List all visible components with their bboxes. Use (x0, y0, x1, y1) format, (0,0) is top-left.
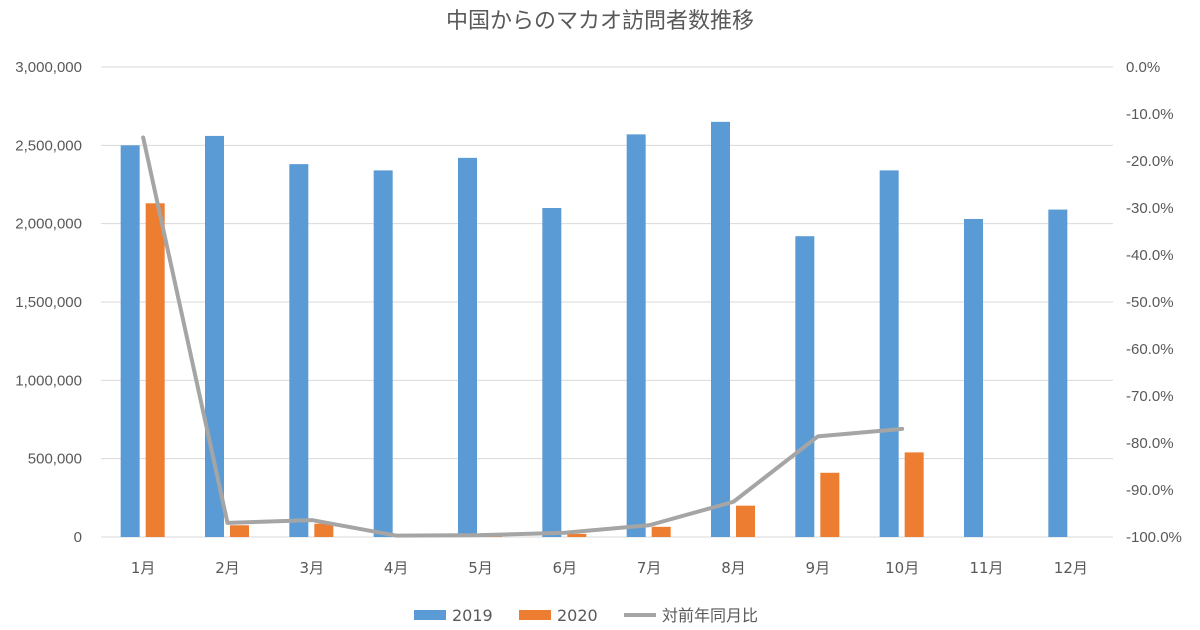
bar-2019-3月 (289, 164, 309, 537)
y-right-tick-label: -50.0% (1126, 294, 1174, 311)
bar-2019-12月 (1048, 209, 1068, 538)
x-tick-label: 9月 (806, 559, 831, 577)
bar-2020-10月 (904, 452, 924, 537)
x-tick-label: 4月 (384, 559, 409, 577)
ratio-line-layer (141, 135, 905, 538)
bar-2019-4月 (373, 170, 393, 537)
bar-2019-11月 (964, 218, 983, 537)
legend-label: 2020 (557, 606, 598, 625)
gridlines (101, 66, 1113, 538)
legend-swatch-2020 (519, 610, 551, 620)
y-right-tick-label: -20.0% (1126, 153, 1174, 170)
y-left-tick-label: 1,500,000 (15, 294, 82, 311)
x-tick-label: 2月 (215, 559, 240, 577)
bar-2019-1月 (120, 145, 140, 538)
bar-2019-6月 (542, 208, 562, 537)
bar-2020-6月 (567, 533, 587, 537)
chart-title: 中国からのマカオ訪問者数推移 (446, 9, 754, 34)
bar-2020-1月 (145, 203, 165, 538)
y-left-tick-label: 2,000,000 (15, 216, 82, 233)
bar-2019-9月 (795, 236, 815, 537)
bar-2020-2月 (230, 525, 249, 537)
bars (120, 121, 1068, 538)
legend-label: 2019 (452, 606, 493, 625)
x-tick-label: 11月 (969, 559, 1003, 577)
y-right-tick-label: -10.0% (1126, 106, 1174, 123)
y-right-tick-label: -40.0% (1126, 247, 1174, 264)
ratio-line (141, 135, 905, 538)
y-right-tick-label: -80.0% (1126, 435, 1174, 452)
x-tick-label: 7月 (637, 559, 662, 577)
x-tick-label: 5月 (468, 559, 493, 577)
left-axis: 0 500,000 1,000,000 1,500,000 2,000,000 2,500… (15, 59, 82, 546)
bar-2019-10月 (879, 170, 899, 537)
x-tick-label: 6月 (553, 559, 578, 577)
bar-2020-7月 (651, 526, 671, 537)
bar-2020-9月 (820, 472, 840, 537)
x-tick-label: 8月 (721, 559, 746, 577)
x-tick-label: 12月 (1054, 559, 1088, 577)
legend-swatch-2019 (414, 610, 446, 620)
y-left-tick-label: 1,000,000 (15, 372, 82, 389)
bar-2020-8月 (736, 505, 755, 537)
y-left-tick-label: 3,000,000 (15, 59, 82, 76)
x-tick-label: 3月 (300, 559, 325, 577)
category-axis: 1月 2月 3月 4月 5月 6月 7月 8月 9月 10月 11月 12月 (131, 559, 1088, 577)
x-tick-label: 1月 (131, 559, 156, 577)
bar-2019-7月 (626, 134, 646, 537)
y-right-tick-label: -100.0% (1126, 529, 1182, 546)
bar-2020-3月 (314, 523, 334, 537)
y-right-tick-label: -90.0% (1126, 482, 1174, 499)
y-right-tick-label: 0.0% (1126, 59, 1160, 76)
y-right-tick-label: -30.0% (1126, 200, 1174, 217)
y-left-tick-label: 500,000 (28, 451, 82, 468)
x-tick-label: 10月 (885, 559, 919, 577)
bar-2019-5月 (458, 157, 477, 537)
y-right-tick-label: -70.0% (1126, 388, 1174, 405)
right-axis: -100.0% -90.0% -80.0% -70.0% -60.0% -50.0% -40… (1126, 59, 1182, 546)
y-left-tick-label: 2,500,000 (15, 137, 82, 154)
bar-2019-8月 (711, 121, 730, 537)
legend: 2019 2020 対前年同月比 (414, 606, 758, 625)
y-left-tick-label: 0 (74, 529, 82, 546)
bar-2019-2月 (205, 135, 224, 537)
y-right-tick-label: -60.0% (1126, 341, 1174, 358)
legend-label: 対前年同月比 (662, 606, 758, 625)
